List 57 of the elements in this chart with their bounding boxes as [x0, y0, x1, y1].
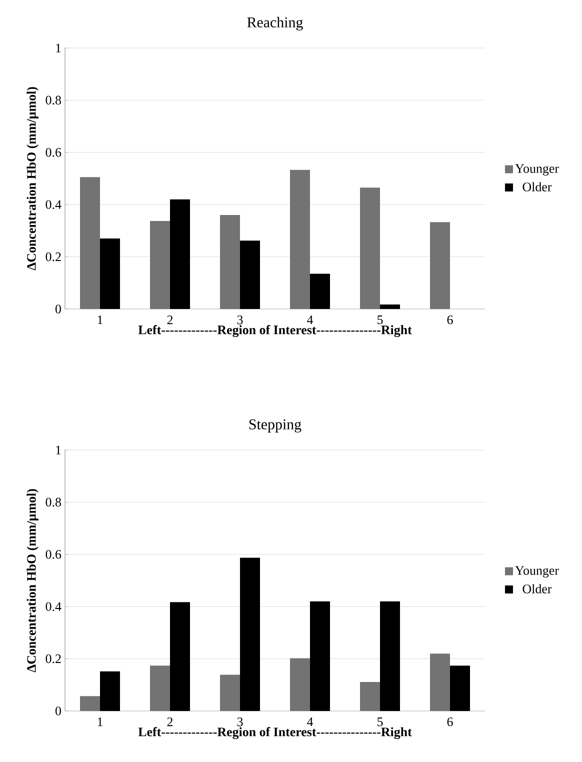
x-tick-label: 1: [98, 316, 102, 324]
y-tick-label: 1: [56, 44, 61, 52]
bar: [100, 671, 120, 711]
x-tick-label: 6: [447, 316, 453, 324]
bar: [170, 602, 190, 711]
y-tick-label: 0: [56, 304, 61, 314]
chart-title: Reaching: [247, 16, 303, 30]
bar: [80, 177, 100, 309]
x-axis-title: Left-------------Region of Interest---------------Right: [138, 727, 412, 740]
x-tick-label: 5: [378, 718, 383, 726]
bar: [220, 674, 240, 711]
bar: [380, 601, 400, 711]
y-tick-label: 0.4: [46, 602, 62, 611]
legend-label: Older: [522, 584, 552, 594]
bar: [100, 238, 120, 309]
bar: [150, 221, 170, 309]
bar: [450, 666, 470, 711]
y-tick-label: 0.6: [46, 550, 62, 559]
bar: [360, 188, 380, 309]
bar: [290, 170, 310, 309]
bar: [220, 215, 240, 309]
y-tick-label: 1: [56, 446, 61, 454]
y-axis-title: ΔConcentration HbO (mm/µmol): [26, 489, 38, 672]
y-tick-label: 0.8: [46, 498, 61, 507]
bar: [310, 274, 330, 309]
y-tick-label: 0.8: [46, 96, 61, 105]
bar: [360, 682, 380, 711]
bar: [430, 222, 450, 309]
x-tick-label: 1: [98, 718, 102, 726]
bar: [80, 696, 100, 711]
bar: [290, 658, 310, 711]
y-tick-label: 0.2: [46, 654, 61, 664]
y-tick-label: 0.4: [46, 200, 62, 209]
bar: [170, 199, 190, 309]
x-tick-label: 2: [167, 718, 173, 726]
x-tick-label: 5: [378, 316, 383, 324]
legend-label: Younger: [515, 566, 559, 578]
legend-label: Younger: [515, 164, 559, 176]
x-tick-label: 3: [237, 316, 243, 324]
bar: [380, 304, 400, 309]
y-tick-label: 0.6: [46, 148, 62, 157]
bar: [240, 240, 260, 309]
x-tick-label: 4: [307, 316, 314, 324]
chart-title: Stepping: [249, 419, 302, 432]
bar: [310, 601, 330, 711]
x-tick-label: 4: [307, 718, 314, 726]
x-axis-title: Left-------------Region of Interest---------------Right: [138, 325, 412, 338]
bar: [240, 558, 260, 711]
x-tick-label: 6: [447, 718, 453, 726]
x-tick-label: 3: [237, 718, 243, 726]
y-tick-label: 0.2: [46, 252, 61, 262]
y-tick-label: 0: [56, 706, 61, 716]
bar: [150, 666, 170, 711]
y-axis-title: ΔConcentration HbO (mm/µmol): [26, 87, 38, 270]
legend-label: Older: [522, 182, 552, 192]
bar: [430, 654, 450, 711]
x-tick-label: 2: [167, 316, 173, 324]
